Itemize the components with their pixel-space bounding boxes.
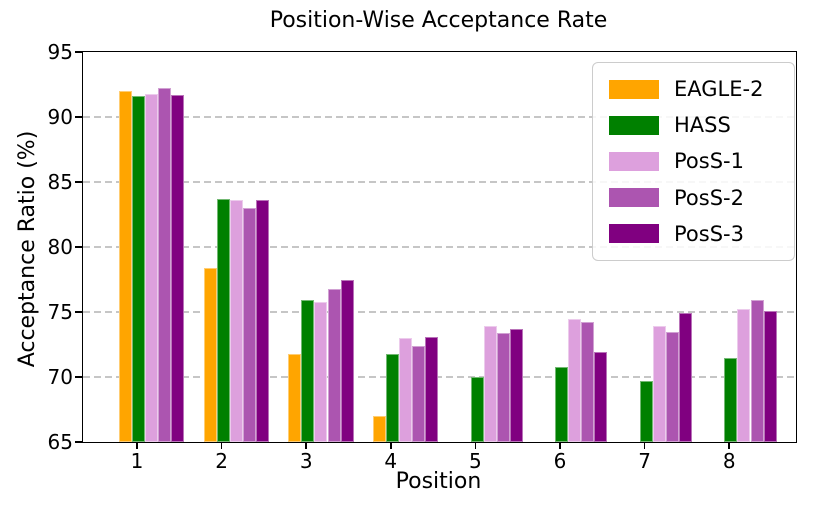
bar-poss-3-pos-7 (679, 313, 693, 442)
x-axis-label: Position (395, 469, 482, 494)
plot-area: EAGLE-2 HASS PosS-1 PosS-2 PosS-3 65 70 75 80 85… (48, 40, 797, 473)
x-tick-label: 4 (384, 449, 398, 473)
legend-swatch (609, 79, 659, 99)
chart-title: Position-Wise Acceptance Rate (269, 8, 608, 33)
bar-poss-2-pos-8 (750, 300, 764, 442)
gridline-y-75 (83, 311, 796, 313)
bar-poss-2-pos-6 (581, 322, 595, 442)
legend-label: PosS-1 (674, 149, 744, 174)
bar-eagle-2-pos-2 (203, 267, 217, 442)
bar-hass-pos-3 (301, 300, 315, 442)
legend-label: HASS (674, 113, 731, 138)
y-tick-label: 90 (47, 105, 73, 129)
x-tick-label: 6 (553, 449, 567, 473)
bar-poss-3-pos-1 (171, 94, 185, 442)
bar-hass-pos-8 (724, 357, 738, 442)
y-tick-mark (74, 181, 82, 183)
x-tick-mark (305, 442, 307, 449)
x-tick-label: 8 (722, 449, 736, 473)
bar-poss-2-pos-5 (496, 332, 510, 442)
bar-eagle-2-pos-1 (119, 91, 133, 442)
y-tick-mark (74, 376, 82, 378)
bar-poss-1-pos-6 (568, 318, 582, 442)
x-tick-label: 1 (130, 449, 144, 473)
bar-poss-1-pos-3 (314, 301, 328, 442)
gridline-y-85 (83, 181, 796, 183)
y-tick-label: 80 (47, 235, 73, 259)
legend-item-eagle-2: EAGLE-2 (609, 77, 794, 101)
y-tick-mark (74, 441, 82, 443)
bar-poss-2-pos-3 (327, 288, 341, 442)
bar-poss-2-pos-7 (665, 331, 679, 442)
x-tick-mark (474, 442, 477, 449)
y-tick-label: 65 (47, 430, 73, 454)
x-tick-mark (559, 442, 561, 449)
legend-label: PosS-2 (674, 185, 744, 210)
legend-swatch (609, 224, 659, 244)
bar-poss-1-pos-7 (652, 326, 666, 442)
y-tick-label: 70 (47, 365, 73, 389)
y-tick-mark (74, 246, 82, 248)
bar-poss-1-pos-1 (145, 93, 159, 442)
bar-poss-1-pos-4 (399, 338, 413, 442)
bar-hass-pos-5 (470, 377, 484, 442)
legend-label: EAGLE-2 (674, 77, 764, 102)
x-tick-label: 3 (299, 449, 313, 473)
gridline-y-80 (83, 246, 796, 248)
x-tick-mark (390, 442, 392, 449)
bar-poss-3-pos-3 (340, 279, 354, 442)
bar-hass-pos-2 (216, 198, 230, 442)
bar-poss-3-pos-6 (594, 352, 608, 442)
x-tick-label: 7 (638, 449, 651, 473)
bar-poss-2-pos-2 (242, 208, 256, 442)
x-tick-mark (728, 442, 730, 449)
x-tick-mark (220, 442, 223, 449)
bar-hass-pos-6 (555, 366, 569, 442)
legend-item-poss-3: PosS-3 (609, 222, 794, 246)
bar-hass-pos-4 (385, 353, 399, 442)
y-tick-mark (74, 116, 82, 118)
bar-poss-2-pos-4 (412, 345, 426, 442)
bar-poss-1-pos-8 (737, 309, 751, 442)
bar-poss-1-pos-5 (483, 326, 497, 442)
legend-label: PosS-3 (674, 221, 744, 246)
legend-swatch (609, 151, 659, 171)
bar-poss-3-pos-4 (425, 336, 439, 442)
x-tick-mark (136, 442, 138, 449)
legend-item-hass: HASS (609, 113, 794, 137)
legend-item-poss-2: PosS-2 (609, 186, 794, 210)
y-tick-mark (74, 51, 82, 53)
legend-item-poss-1: PosS-1 (609, 149, 794, 173)
x-tick-mark (643, 442, 646, 449)
bar-hass-pos-1 (132, 96, 146, 442)
legend-swatch (609, 115, 659, 135)
legend: EAGLE-2 HASS PosS-1 PosS-2 PosS-3 (592, 62, 795, 261)
bar-poss-1-pos-2 (229, 200, 243, 442)
y-tick-label: 75 (47, 300, 73, 324)
bar-poss-3-pos-2 (256, 200, 270, 442)
bar-poss-2-pos-1 (158, 88, 172, 442)
bar-hass-pos-7 (639, 380, 653, 442)
gridline-y-70 (83, 376, 796, 378)
x-tick-label: 2 (215, 449, 228, 473)
y-tick-label: 95 (47, 40, 73, 64)
bar-poss-3-pos-8 (763, 310, 777, 442)
bar-poss-3-pos-5 (509, 328, 523, 442)
y-tick-label: 85 (47, 170, 73, 194)
bar-eagle-2-pos-4 (372, 416, 386, 442)
y-tick-mark (74, 311, 82, 313)
legend-swatch (609, 188, 659, 208)
gridline-y-90 (83, 116, 796, 118)
x-tick-label: 5 (469, 449, 482, 473)
bar-eagle-2-pos-3 (288, 353, 302, 442)
